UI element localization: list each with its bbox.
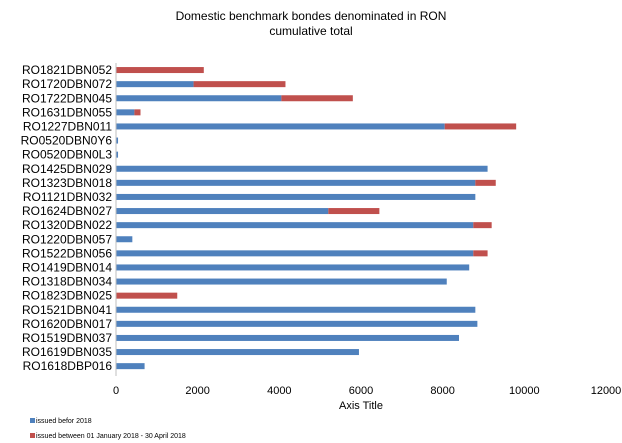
category-label: RO1419DBN014	[22, 260, 112, 274]
bar-series-2	[473, 222, 492, 229]
category-label: RO1619DBN035	[22, 345, 112, 359]
category-label: RO1323DBN018	[22, 176, 112, 190]
bar-series-1	[116, 109, 135, 116]
bar-series-2	[193, 81, 286, 88]
legend-label-series-2: issued between 01 January 2018 - 30 Apri…	[36, 433, 186, 440]
bar-series-1	[116, 278, 447, 285]
category-label: RO1823DBN025	[22, 289, 112, 303]
bar-series-2	[116, 292, 178, 299]
chart-title-line-1: Domestic benchmark bondes denominated in…	[176, 9, 447, 23]
legend-swatch-series-2	[30, 433, 35, 438]
bar-series-1	[116, 363, 145, 370]
x-tick-label: 0	[113, 385, 119, 397]
bar-series-1	[116, 179, 476, 186]
x-axis-title: Axis Title	[339, 400, 383, 412]
x-tick-labels: 0 2000 4000 6000 8000 10000 12000	[113, 385, 621, 397]
legend-label-series-1: issued befor 2018	[36, 418, 92, 425]
bar-series-2	[281, 95, 353, 102]
category-label: RO1821DBN052	[22, 63, 112, 77]
bar-series-2	[473, 250, 488, 257]
category-label: RO0520DBN0Y6	[21, 134, 113, 148]
bar-series-1	[116, 193, 476, 200]
bar-series-2	[116, 67, 204, 74]
category-label: RO1620DBN017	[22, 317, 112, 331]
category-label: RO1425DBN029	[22, 162, 112, 176]
bar-series-1	[116, 250, 474, 257]
category-label: RO1320DBN022	[22, 218, 112, 232]
bar-series-1	[116, 334, 459, 341]
category-label: RO1519DBN037	[22, 331, 112, 345]
bar-series-1	[116, 81, 194, 88]
bar-series-1	[116, 222, 474, 229]
category-label: RO1522DBN056	[22, 246, 112, 260]
x-tick-label: 2000	[185, 385, 209, 397]
x-tick-label: 4000	[267, 385, 291, 397]
category-label: RO1618DBP016	[23, 359, 113, 373]
bar-series-1	[116, 95, 282, 102]
category-label: RO1121DBN032	[23, 190, 112, 204]
chart-title-line-2: cumulative total	[269, 24, 352, 38]
bar-series-2	[328, 208, 380, 215]
bar-series-1	[116, 137, 119, 144]
category-label: RO1722DBN045	[22, 91, 112, 105]
bars	[116, 67, 517, 370]
bar-series-1	[116, 151, 119, 158]
category-label: RO1521DBN041	[22, 303, 112, 317]
category-label: RO0520DBN0L3	[22, 148, 112, 162]
category-labels: RO1821DBN052RO1720DBN072RO1722DBN045RO16…	[21, 63, 113, 373]
category-label: RO1624DBN027	[22, 204, 112, 218]
bar-series-2	[134, 109, 141, 116]
bar-series-1	[116, 320, 478, 327]
bar-series-1	[116, 165, 488, 172]
category-label: RO1318DBN034	[22, 275, 112, 289]
bar-series-1	[116, 306, 476, 313]
x-tick-label: 6000	[349, 385, 373, 397]
bar-series-2	[444, 123, 517, 130]
bar-series-2	[475, 179, 496, 186]
legend: issued befor 2018 issued between 01 Janu…	[30, 418, 186, 440]
x-tick-label: 10000	[509, 385, 540, 397]
bar-series-1	[116, 349, 359, 356]
category-label: RO1631DBN055	[22, 105, 112, 119]
category-label: RO1220DBN057	[22, 232, 112, 246]
category-label: RO1227DBN011	[23, 119, 112, 133]
bar-series-1	[116, 236, 133, 243]
x-tick-label: 8000	[430, 385, 454, 397]
bar-series-1	[116, 123, 445, 130]
x-tick-label: 12000	[591, 385, 622, 397]
legend-swatch-series-1	[30, 418, 35, 423]
category-label: RO1720DBN072	[22, 77, 112, 91]
bar-series-1	[116, 208, 329, 215]
bar-series-1	[116, 264, 470, 271]
